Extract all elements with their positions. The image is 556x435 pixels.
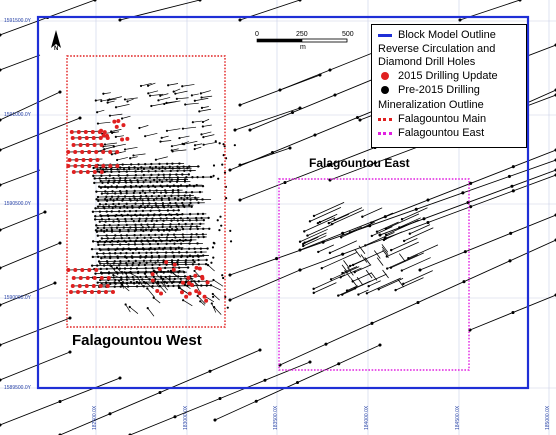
north-arrow-icon: [51, 30, 61, 48]
scale-tick-500: 500: [342, 31, 354, 38]
falagountou-east-outline: [278, 178, 470, 371]
map-legend: Block Model Outline Reverse Circulation …: [371, 24, 527, 148]
drillholes-west-cluster: [90, 82, 236, 317]
legend-rc-heading-1: Reverse Circulation and: [378, 43, 496, 55]
drillholes-2015-cluster: [66, 119, 210, 303]
scale-tick-0: 0: [255, 31, 259, 38]
legend-block-model: Block Model Outline: [378, 29, 496, 41]
block-model-outline: [36, 15, 530, 390]
legend-falagountou-main: Falagountou Main: [378, 113, 486, 125]
coord-x-184500: 184500.0X: [455, 405, 461, 430]
falagountou-east-label: Falagountou East: [309, 156, 410, 170]
north-arrow-label: N: [54, 46, 59, 52]
coord-y-1590500: 1590500.0Y: [4, 201, 31, 207]
coord-x-182500: 182500.0X: [92, 405, 98, 430]
scale-bar: [256, 38, 348, 43]
red-dashed-line-icon: [378, 118, 392, 121]
legend-rc-heading-2: Diamond Drill Holes: [378, 56, 476, 68]
legend-pre2015-drilling: Pre-2015 Drilling: [378, 84, 480, 96]
magenta-dashed-line-icon: [378, 132, 392, 135]
drillholes-east-cluster: [298, 202, 439, 297]
scale-tick-250: 250: [296, 31, 308, 38]
red-dot-icon: [381, 72, 389, 80]
legend-2015-drilling: 2015 Drilling Update: [378, 70, 498, 82]
scale-unit: m: [300, 44, 306, 51]
blue-line-icon: [378, 34, 392, 37]
coord-x-183500: 183500.0X: [273, 405, 279, 430]
coord-y-1590000: 1590000.0Y: [4, 295, 31, 301]
coord-x-184000: 184000.0X: [364, 405, 370, 430]
coord-y-1591000: 1591000.0Y: [4, 112, 31, 118]
black-dot-icon: [381, 86, 389, 94]
coord-y-1591500: 1591500.0Y: [4, 18, 31, 24]
legend-mineralization-heading: Mineralization Outline: [378, 99, 484, 111]
coord-x-185000: 185000.0X: [545, 405, 551, 430]
coord-x-183000: 183000.0X: [183, 405, 189, 430]
coord-y-1589500: 1589500.0Y: [4, 385, 31, 391]
falagountou-west-label: Falagountou West: [72, 332, 202, 349]
legend-falagountou-east: Falagountou East: [378, 127, 484, 139]
